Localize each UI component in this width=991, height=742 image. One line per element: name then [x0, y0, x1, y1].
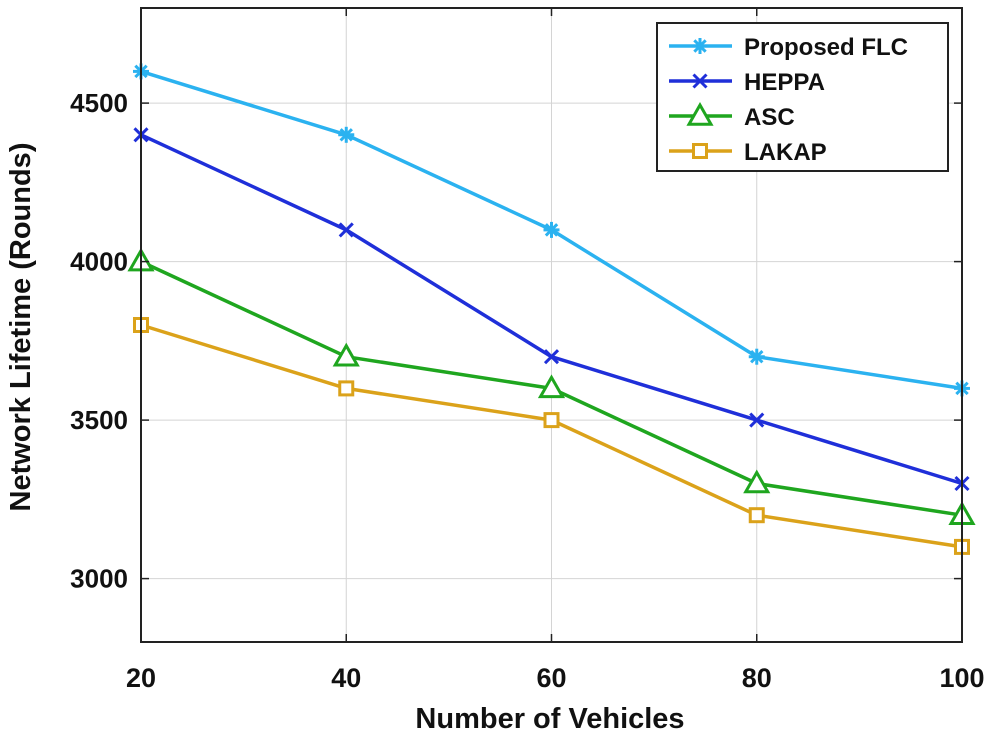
data-point [543, 221, 560, 238]
data-point [749, 412, 765, 428]
data-point [537, 374, 566, 399]
legend-label: HEPPA [744, 69, 825, 96]
data-point [338, 126, 355, 143]
legend-marker [692, 38, 708, 54]
x-tick-label: 20 [126, 663, 156, 693]
x-tick-labels: 20 40 60 80 100 [126, 8, 985, 693]
legend: Proposed FLC HEPPA ASC LAKAP [656, 22, 949, 172]
data-point [338, 222, 354, 238]
legend-item: ASC [669, 101, 795, 131]
series-heppa [133, 127, 970, 492]
y-tick-labels: 3000 3500 4000 4500 [70, 88, 962, 594]
data-point [748, 348, 765, 365]
x-tick-label: 40 [331, 663, 361, 693]
x-axis-label: Number of Vehicles [415, 703, 684, 735]
x-tick-label: 80 [742, 663, 772, 693]
legend-item: HEPPA [669, 69, 825, 96]
legend-label: LAKAP [744, 139, 827, 166]
data-point [543, 412, 560, 429]
legend-marker [692, 73, 708, 89]
x-tick-label: 100 [939, 663, 984, 693]
y-tick-label: 3000 [70, 564, 128, 594]
y-tick-label: 3500 [70, 405, 128, 435]
legend-item: LAKAP [669, 139, 827, 166]
y-tick-label: 4000 [70, 247, 128, 277]
data-point [543, 349, 560, 365]
legend-label: Proposed FLC [744, 34, 908, 61]
data-point [338, 380, 355, 397]
y-axis-label: Network Lifetime (Rounds) [5, 143, 37, 512]
legend-marker [686, 101, 714, 126]
data-point [748, 507, 765, 524]
legend-label: ASC [744, 104, 795, 131]
legend-item: Proposed FLC [669, 34, 908, 61]
y-tick-label: 4500 [70, 88, 128, 118]
legend-marker [692, 143, 708, 159]
data-point [332, 342, 360, 367]
data-point [743, 469, 771, 494]
x-tick-label: 60 [536, 663, 566, 693]
